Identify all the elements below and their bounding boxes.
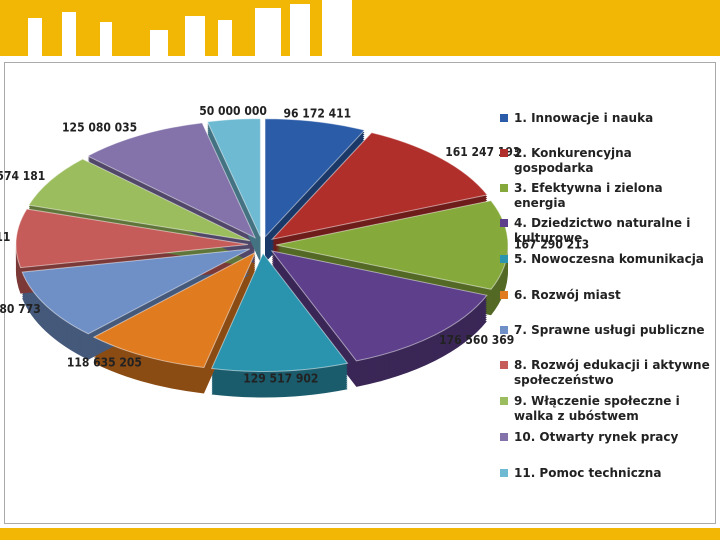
- legend-label: 8. Rozwój edukacji i aktywne społeczeńst…: [514, 358, 710, 387]
- legend-item: 3. Efektywna i zielona energia: [500, 181, 714, 211]
- legend-item: 5. Nowoczesna komunikacja: [500, 252, 714, 267]
- data-label: 125 080 035: [62, 121, 137, 135]
- header-bar: [0, 0, 720, 56]
- legend-swatch: [500, 326, 508, 334]
- slice: [270, 132, 489, 241]
- slice: [15, 208, 249, 269]
- data-label: 131 280 773: [0, 302, 41, 316]
- header-buildings: [28, 0, 352, 56]
- legend-swatch: [500, 149, 508, 157]
- slice: [21, 248, 250, 335]
- legend-swatch: [500, 397, 508, 405]
- legend-swatch: [500, 184, 508, 192]
- legend-swatch: [500, 114, 508, 122]
- data-label: 118 635 205: [67, 356, 142, 370]
- data-label: 99 574 181: [0, 169, 45, 183]
- data-label: 96 172 411: [284, 106, 352, 120]
- legend-label: 7. Sprawne usługi publiczne: [514, 323, 705, 337]
- legend-item: 1. Innowacje i nauka: [500, 111, 714, 126]
- data-label: 50 000 000: [199, 104, 267, 118]
- legend-label: 9. Włączenie społeczne i walka z ubóstwe…: [514, 394, 680, 423]
- data-label: 176 560 369: [439, 333, 514, 347]
- slice: [27, 158, 251, 242]
- slice: [275, 200, 509, 290]
- legend-swatch: [500, 469, 508, 477]
- legend-label: 10. Otwarty rynek pracy: [514, 430, 679, 444]
- data-label: 129 517 902: [243, 372, 318, 386]
- legend-item: 8. Rozwój edukacji i aktywne społeczeńst…: [500, 358, 714, 388]
- data-label: 109 185 311: [0, 230, 10, 244]
- legend-label: 1. Innowacje i nauka: [514, 111, 654, 125]
- legend-item: 2. Konkurencyjna gospodarka: [500, 146, 714, 176]
- slice: [264, 118, 366, 239]
- slice: [206, 118, 261, 237]
- legend-swatch: [500, 255, 508, 263]
- legend-label: 2. Konkurencyjna gospodarka: [514, 146, 632, 175]
- content-frame: [4, 62, 716, 524]
- legend-swatch: [500, 433, 508, 441]
- legend-swatch: [500, 219, 508, 227]
- slice: [92, 251, 257, 368]
- slice: [210, 252, 349, 372]
- legend-label: 5. Nowoczesna komunikacja: [514, 252, 704, 266]
- legend-label: 11. Pomoc techniczna: [514, 466, 662, 480]
- data-label: 167 290 213: [514, 237, 589, 251]
- legend-item: 4. Dziedzictwo naturalne i kulturowe: [500, 216, 714, 246]
- legend-label: 6. Rozwój miast: [514, 288, 621, 302]
- legend-item: 9. Włączenie społeczne i walka z ubóstwe…: [500, 394, 714, 424]
- legend-item: 10. Otwarty rynek pracy: [500, 430, 714, 445]
- legend-label: 4. Dziedzictwo naturalne i kulturowe: [514, 216, 691, 245]
- slice: [270, 250, 488, 362]
- legend-swatch: [500, 361, 508, 369]
- legend-label: 3. Efektywna i zielona energia: [514, 181, 663, 210]
- legend-item: 11. Pomoc techniczna: [500, 466, 714, 481]
- slice: [86, 122, 257, 239]
- legend-item: 6. Rozwój miast: [500, 288, 714, 303]
- legend-item: 7. Sprawne usługi publiczne: [500, 323, 714, 338]
- footer-bar: [0, 528, 720, 540]
- legend-swatch: [500, 291, 508, 299]
